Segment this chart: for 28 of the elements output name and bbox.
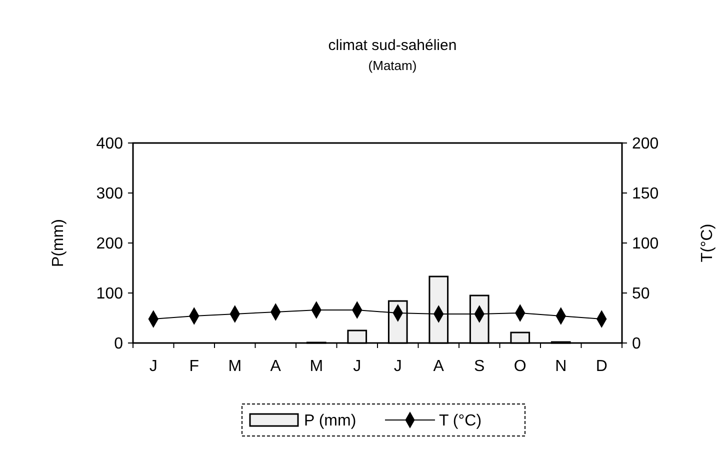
x-tick-label: J: [149, 358, 158, 375]
x-tick-label: J: [353, 358, 362, 375]
x-tick-label: D: [596, 358, 608, 375]
y2-axis-title: T(°C): [699, 224, 716, 262]
y-tick-label: 0: [114, 336, 124, 353]
chart-subtitle: (Matam): [368, 58, 417, 73]
y-tick-label: 300: [96, 186, 124, 203]
y-tick-label: 200: [96, 236, 124, 253]
x-tick-label: S: [474, 358, 485, 375]
y-tick-label: 100: [96, 286, 124, 303]
chart-title: climat sud-sahélien: [328, 37, 457, 54]
y2-tick-label: 150: [632, 186, 659, 203]
y2-tick-label: 0: [632, 336, 641, 353]
y2-tick-label: 200: [632, 136, 659, 153]
x-tick-label: N: [555, 358, 567, 375]
x-tick-label: O: [514, 358, 526, 375]
x-tick-label: M: [228, 358, 242, 375]
x-tick-label: F: [189, 358, 200, 375]
y2-tick-label: 100: [632, 236, 659, 253]
x-tick-label: M: [310, 358, 324, 375]
y-axis-title: P(mm): [50, 219, 67, 267]
y-tick-label: 400: [96, 136, 124, 153]
x-tick-label: A: [433, 358, 444, 375]
x-tick-label: J: [394, 358, 402, 375]
y2-tick-label: 50: [632, 286, 650, 303]
legend-label: T (°C): [439, 412, 482, 430]
legend-label: P (mm): [304, 412, 356, 430]
x-tick-label: A: [270, 358, 282, 375]
